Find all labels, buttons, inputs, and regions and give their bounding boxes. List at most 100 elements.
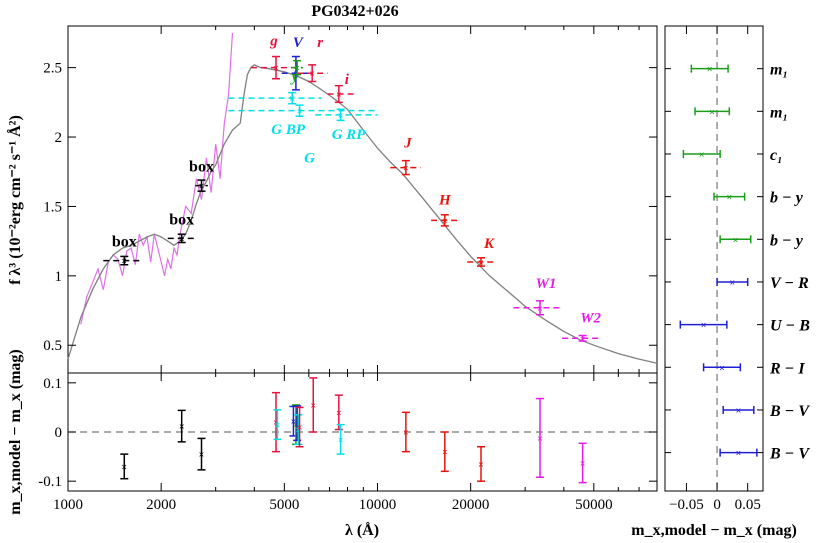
photometry-point: × [195, 179, 208, 193]
residual-point: × [272, 391, 281, 453]
residual-point: × [535, 397, 544, 478]
model-spectrum-line [67, 64, 658, 364]
photometry-label: y [290, 70, 299, 86]
residual-marker: × [297, 423, 303, 434]
photometry-point: × [327, 84, 355, 104]
color-row-label: R − I [769, 360, 805, 377]
photometry-label: G RP [332, 127, 367, 143]
color-row-label: c₁ [770, 147, 783, 164]
residual-point: × [309, 377, 318, 433]
x-tick-label: 2000 [146, 497, 176, 513]
photometry-marker: × [336, 90, 342, 101]
color-point: × [665, 192, 763, 204]
color-marker: × [726, 193, 732, 204]
residual-plot-area: ××××× ××××××××××××× [68, 377, 657, 484]
photometry-marker: × [297, 107, 303, 118]
y-tick-label: 0 [55, 425, 63, 441]
residual-point: × [578, 442, 587, 484]
residual-marker: × [537, 434, 543, 445]
residual-y-ticks: -0.1 0 0.1 [38, 376, 657, 490]
residual-marker: × [121, 462, 127, 473]
color-marker: × [733, 235, 739, 246]
residual-marker: × [296, 426, 302, 437]
color-plot-area: × × × × × × × × × × [665, 26, 763, 491]
residual-marker: × [293, 421, 299, 432]
photometry-point: × [297, 64, 328, 83]
photometry-label: r [317, 35, 323, 51]
color-x-axis-label: m_x,model − m_x (mag) [631, 522, 797, 539]
x-tick-label: 0.05 [735, 497, 761, 513]
sed-panel: ×××××××××××××××× 0.5 1 1.5 2 2.5 box box box gV… [43, 25, 658, 374]
sed-plot-area: ×××××××××××××××× [67, 32, 658, 364]
photometry-label: box [169, 211, 194, 228]
chart-title: PG0342+026 [311, 3, 398, 20]
color-point: × [665, 107, 763, 118]
sed-panel-frame [67, 25, 658, 374]
sed-y-ticks: 0.5 1 1.5 2 2.5 [43, 61, 657, 354]
residual-marker: × [338, 435, 344, 446]
color-marker: × [730, 278, 736, 289]
photometry-label: V [293, 35, 305, 51]
x-axis-label: λ (Å) [345, 521, 379, 539]
residual-marker: × [273, 418, 279, 429]
residual-panel: ××××× ××××××××××××× -0.100.1 1000 2000 5000… [38, 26, 658, 513]
photometry-point: × [290, 59, 304, 76]
x-tick-label: 1000 [53, 497, 83, 513]
color-marker: × [736, 449, 742, 460]
y-tick-label: 2 [55, 130, 63, 146]
residual-marker: × [478, 460, 484, 471]
photometry-marker: × [273, 64, 279, 75]
residual-marker: × [199, 450, 205, 461]
y-tick-label: 1 [55, 269, 63, 285]
photometry-label: box [189, 159, 214, 176]
residual-marker: × [403, 428, 409, 439]
y-tick-label: 0.5 [43, 338, 62, 354]
photometry-point: × [167, 233, 196, 245]
color-point: × [665, 64, 763, 76]
residual-point: × [477, 446, 486, 482]
color-point: × [665, 277, 763, 289]
residual-point: × [294, 414, 303, 446]
color-row-label: U − B [770, 318, 810, 335]
photometry-label: G BP [271, 122, 306, 138]
photometry-marker: × [179, 234, 185, 245]
color-row-label: m₁ [770, 104, 788, 121]
photometry-label: H [438, 192, 452, 208]
photometry-point: × [390, 159, 421, 176]
photometry-point: × [228, 91, 322, 105]
photometry-label: g [269, 34, 278, 50]
residual-point: × [336, 423, 345, 455]
color-marker: × [719, 363, 725, 374]
photometry-point: × [103, 255, 144, 268]
residual-point: × [177, 409, 186, 443]
color-point: × [665, 405, 763, 417]
residual-marker: × [291, 417, 297, 428]
photometry-point: × [228, 104, 378, 118]
photometry-marker: × [580, 334, 586, 345]
residual-marker: × [294, 419, 300, 430]
photometry-point: × [315, 108, 378, 122]
photometry-marker: × [478, 258, 484, 269]
residual-point: × [197, 437, 206, 471]
photometry-point: × [431, 214, 458, 227]
photometry-marker: × [338, 111, 344, 122]
residual-point: × [295, 406, 304, 448]
color-marker: × [707, 65, 713, 76]
y-tick-label: 1.5 [43, 199, 62, 215]
color-marker: × [701, 321, 707, 332]
y-tick-label: 0.1 [43, 376, 62, 392]
residual-marker: × [580, 459, 586, 470]
photometry-point: × [513, 300, 561, 316]
wavelength-x-ticks: 1000 2000 5000 10000 20000 50000 [53, 26, 658, 513]
residual-marker: × [275, 421, 281, 432]
residual-point: × [273, 409, 282, 441]
observed-spectrum-line [80, 32, 234, 325]
color-row-label: B − V [769, 403, 810, 420]
photometry-point: × [562, 334, 602, 345]
color-marker: × [699, 150, 705, 161]
color-row-label: B − V [769, 446, 810, 463]
x-tick-label: 0 [713, 497, 721, 513]
y-axis-label: f λ³ (10⁻²erg cm⁻² s⁻¹ Å²) [6, 115, 24, 285]
